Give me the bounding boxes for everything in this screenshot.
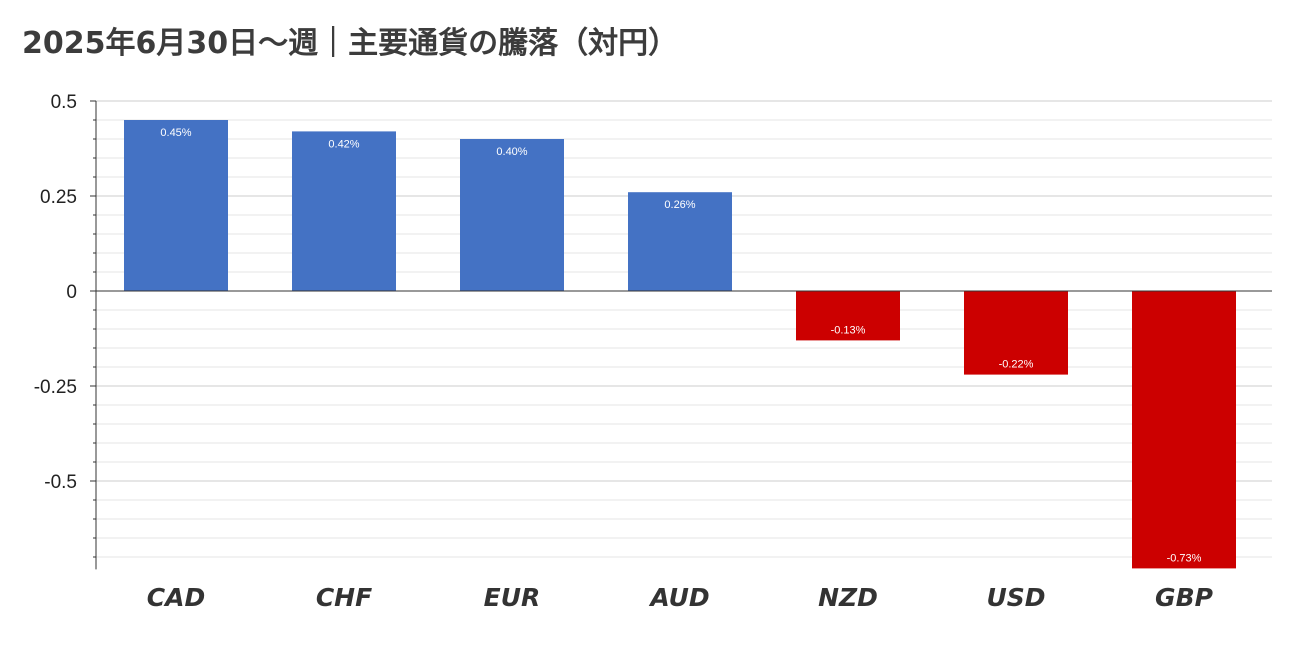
bar-cad <box>124 120 228 291</box>
bar-usd <box>964 291 1068 375</box>
x-tick-label: GBP <box>1155 583 1213 612</box>
bar-chf <box>292 131 396 291</box>
labels: 0.5 0.25 0 -0.25 -0.5 0.45% CAD 0.42% CHF 0.40% EU… <box>34 92 1213 612</box>
axes <box>90 100 1272 570</box>
grid-lines <box>96 100 1272 558</box>
data-label: 0.45% <box>160 127 191 139</box>
bar-gbp <box>1132 291 1236 569</box>
chart-title: 2025年6月30日～週｜主要通貨の騰落（対円） <box>22 26 679 61</box>
y-tick-label: 0.5 <box>51 92 77 113</box>
data-label: -0.22% <box>999 359 1034 371</box>
y-tick-label: 0.25 <box>40 187 77 208</box>
data-label: -0.73% <box>1167 552 1202 564</box>
data-label: 0.40% <box>496 146 527 158</box>
bar-nzd <box>796 291 900 341</box>
x-tick-label: NZD <box>818 583 878 612</box>
x-tick-label: USD <box>986 583 1045 612</box>
y-tick-label: -0.25 <box>34 377 77 398</box>
x-tick-label: CHF <box>316 583 372 612</box>
bar-eur <box>460 139 564 291</box>
y-tick-label: -0.5 <box>44 472 77 493</box>
x-tick-label: CAD <box>147 583 205 612</box>
bars <box>124 120 1236 569</box>
y-tick-label: 0 <box>66 282 77 303</box>
x-tick-label: AUD <box>648 583 709 612</box>
data-label: -0.13% <box>831 324 866 336</box>
x-tick-label: EUR <box>484 583 541 612</box>
data-label: 0.26% <box>664 199 695 211</box>
data-label: 0.42% <box>328 138 359 150</box>
bar-aud <box>628 192 732 291</box>
